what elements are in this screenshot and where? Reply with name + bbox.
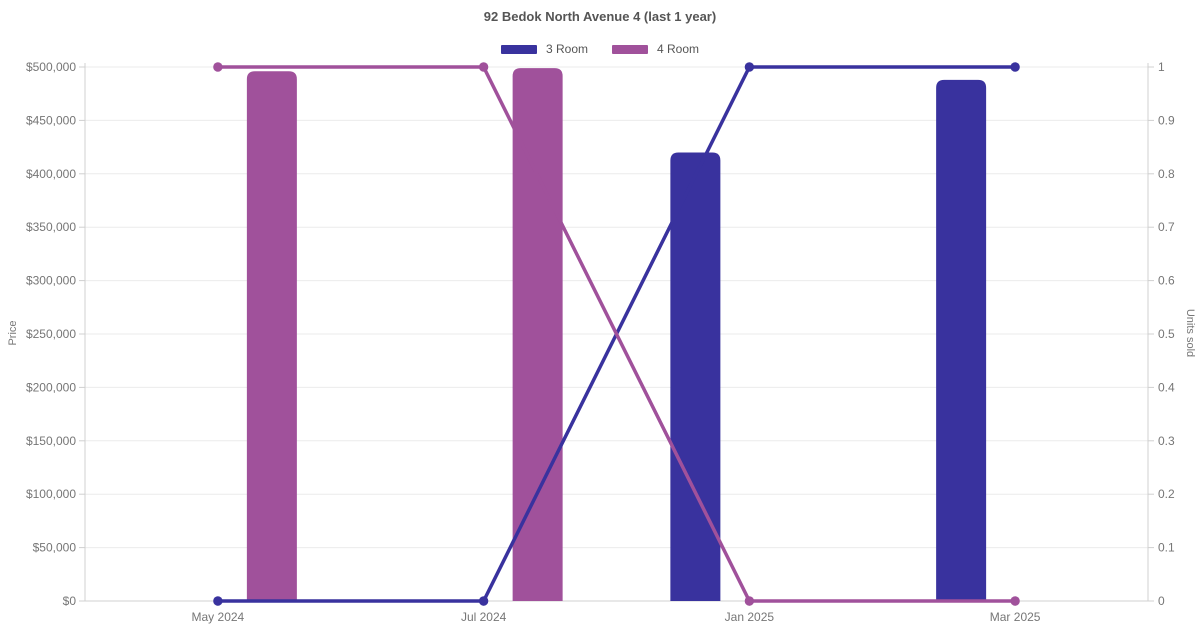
x-axis-tick-label: Jul 2024: [461, 610, 507, 624]
y-axis-tick-label: $50,000: [33, 541, 77, 555]
line-point-3-room[interactable]: [213, 596, 223, 606]
y2-axis-tick-label: 0.3: [1158, 434, 1175, 448]
legend-swatch-4-room: [612, 44, 648, 54]
y2-axis-tick-label: 0.7: [1158, 220, 1175, 234]
price-bar-3-room[interactable]: [670, 152, 721, 601]
units-line-4-room: [216, 65, 1017, 603]
line-point-4-room[interactable]: [213, 62, 223, 72]
price-bar-4-room[interactable]: [246, 71, 297, 602]
legend-item-4-room[interactable]: 4 Room: [612, 42, 699, 56]
line-point-3-room[interactable]: [478, 596, 489, 606]
y2-axis-tick-label: 0.1: [1158, 541, 1175, 555]
y2-axis-tick-label: 0.2: [1158, 487, 1175, 501]
y-axis-tick-label: $150,000: [26, 434, 76, 448]
y2-axis-tick-label: 0.6: [1158, 274, 1175, 288]
legend-label-3-room: 3 Room: [545, 42, 588, 56]
price-bar-4-room[interactable]: [512, 68, 563, 602]
legend-swatch-3-room: [500, 44, 537, 54]
y2-axis-tick-label: 0.5: [1158, 327, 1175, 341]
y-axis-tick-label: $500,000: [26, 60, 76, 74]
chart-title: 92 Bedok North Avenue 4 (last 1 year): [483, 9, 717, 24]
y-axis-tick-label: $350,000: [26, 220, 76, 234]
y2-axis-tick-label: 1: [1158, 60, 1165, 74]
line-point-4-room[interactable]: [744, 596, 755, 606]
line-point-3-room[interactable]: [744, 62, 755, 72]
x-axis-tick-label: May 2024: [192, 610, 245, 624]
price-bar-3-room[interactable]: [936, 79, 987, 602]
y2-axis-tick-label: 0.9: [1158, 113, 1175, 127]
x-axis-tick-label: Jan 2025: [725, 610, 775, 624]
y2-axis-tick-label: 0.8: [1158, 167, 1175, 181]
y-axis-tick-label: $300,000: [26, 274, 76, 288]
line-point-4-room[interactable]: [1010, 596, 1020, 606]
y-axis-tick-label: $450,000: [26, 113, 76, 127]
y2-axis-tick-label: 0.4: [1158, 380, 1175, 394]
legend-label-4-room: 4 Room: [657, 42, 700, 56]
y2-axis-tick-label: 0: [1158, 594, 1165, 608]
x-axis-tick-label: Mar 2025: [990, 610, 1041, 624]
line-point-3-room[interactable]: [1010, 62, 1020, 72]
legend-item-3-room[interactable]: 3 Room: [500, 42, 588, 56]
line-point-4-room[interactable]: [478, 62, 489, 72]
y-axis-tick-label: $250,000: [26, 327, 76, 341]
legend: 3 Room 4 Room: [0, 42, 1200, 56]
y-axis-tick-label: $0: [63, 594, 77, 608]
y-axis-tick-label: $100,000: [26, 487, 76, 501]
y-axis-tick-label: $200,000: [26, 380, 76, 394]
y-axis-tick-label: $400,000: [26, 167, 76, 181]
